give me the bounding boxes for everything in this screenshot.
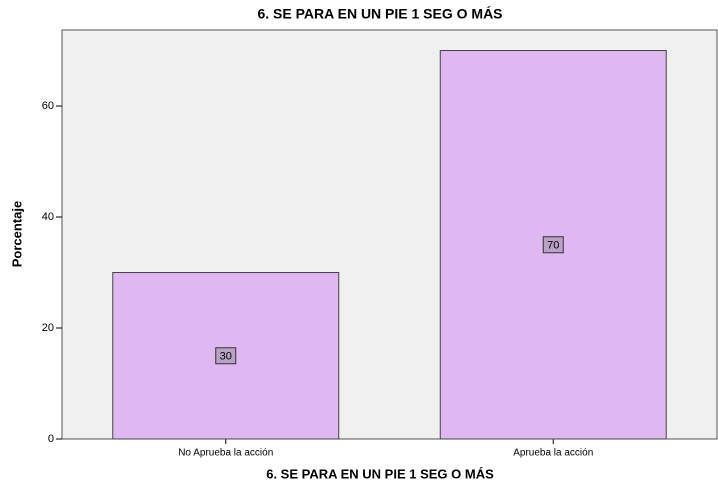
- chart-title: 6. SE PARA EN UN PIE 1 SEG O MÁS: [257, 6, 502, 22]
- x-axis-label: 6. SE PARA EN UN PIE 1 SEG O MÁS: [266, 466, 494, 481]
- x-tick-label: Aprueba la acción: [513, 448, 593, 459]
- value-label: 30: [220, 351, 232, 363]
- value-label-box: [215, 347, 237, 365]
- x-tick-label: No Aprueba la acción: [178, 448, 273, 459]
- y-tick-label: 0: [48, 433, 54, 445]
- y-tick-label: 20: [42, 322, 54, 334]
- y-axis-label: Porcentaje: [9, 201, 24, 267]
- y-tick-label: 40: [42, 211, 54, 223]
- value-label: 70: [547, 240, 559, 252]
- value-label-box: [542, 236, 564, 254]
- y-tick-label: 60: [42, 100, 54, 112]
